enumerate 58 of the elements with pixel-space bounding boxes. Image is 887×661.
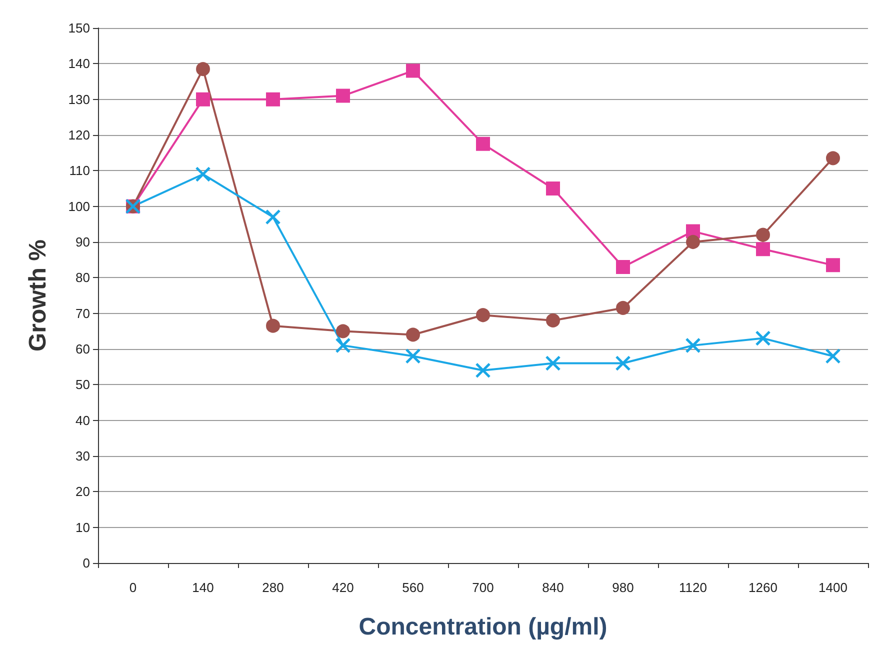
x-tick-label: 1120	[679, 580, 707, 595]
point	[406, 328, 420, 342]
point	[265, 209, 281, 225]
point	[266, 318, 280, 333]
point	[195, 166, 211, 182]
point	[825, 348, 841, 364]
y-tick-label: 90	[76, 234, 90, 250]
point	[826, 151, 840, 166]
y-tick-label: 150	[68, 20, 90, 36]
y-tick-label: 30	[76, 448, 90, 464]
point	[196, 92, 210, 106]
point	[405, 348, 421, 364]
point	[756, 242, 770, 256]
point	[756, 228, 770, 242]
point	[546, 182, 560, 196]
point	[826, 258, 840, 272]
x-tick-label: 140	[192, 580, 214, 595]
x-tick-label: 700	[472, 580, 494, 595]
y-tick-label: 20	[76, 484, 90, 500]
x-tick-label: 980	[612, 580, 634, 595]
point	[755, 330, 771, 346]
y-tick-label: 60	[76, 342, 90, 356]
y-tick-label: 0	[82, 556, 90, 570]
y-tick-label: 40	[76, 412, 90, 428]
y-tick-label: 110	[69, 163, 90, 178]
point	[546, 313, 560, 328]
point	[336, 88, 350, 103]
x-tick-label: 420	[332, 580, 354, 595]
point	[475, 362, 491, 378]
y-tick-label: 130	[68, 92, 90, 107]
y-tick-label: 100	[68, 198, 90, 214]
y-tick-label: 50	[76, 377, 90, 392]
x-tick-label: 1400	[818, 580, 848, 595]
point	[615, 356, 631, 372]
x-tick-label: 1260	[748, 580, 778, 595]
point	[335, 338, 351, 354]
point	[685, 338, 701, 354]
point	[196, 62, 210, 76]
point	[406, 64, 420, 78]
y-tick-label: 140	[68, 56, 90, 72]
x-tick-label: 0	[129, 580, 137, 595]
point	[545, 356, 561, 372]
point	[686, 235, 700, 249]
point	[476, 308, 490, 322]
y-tick-label: 120	[68, 128, 90, 142]
point	[336, 324, 350, 338]
y-tick-label: 80	[76, 270, 90, 286]
point	[616, 300, 630, 315]
y-axis-title: Growth %	[24, 240, 52, 352]
y-tick-label: 70	[76, 306, 90, 321]
x-axis-title: Concentration (µg/ml)	[358, 614, 608, 640]
point	[266, 92, 280, 106]
x-tick-label: 560	[402, 580, 424, 595]
y-tick-label: 10	[76, 520, 90, 535]
point	[616, 260, 630, 274]
point	[476, 136, 490, 151]
x-tick-label: 280	[262, 580, 284, 595]
x-tick-label: 840	[542, 580, 564, 595]
